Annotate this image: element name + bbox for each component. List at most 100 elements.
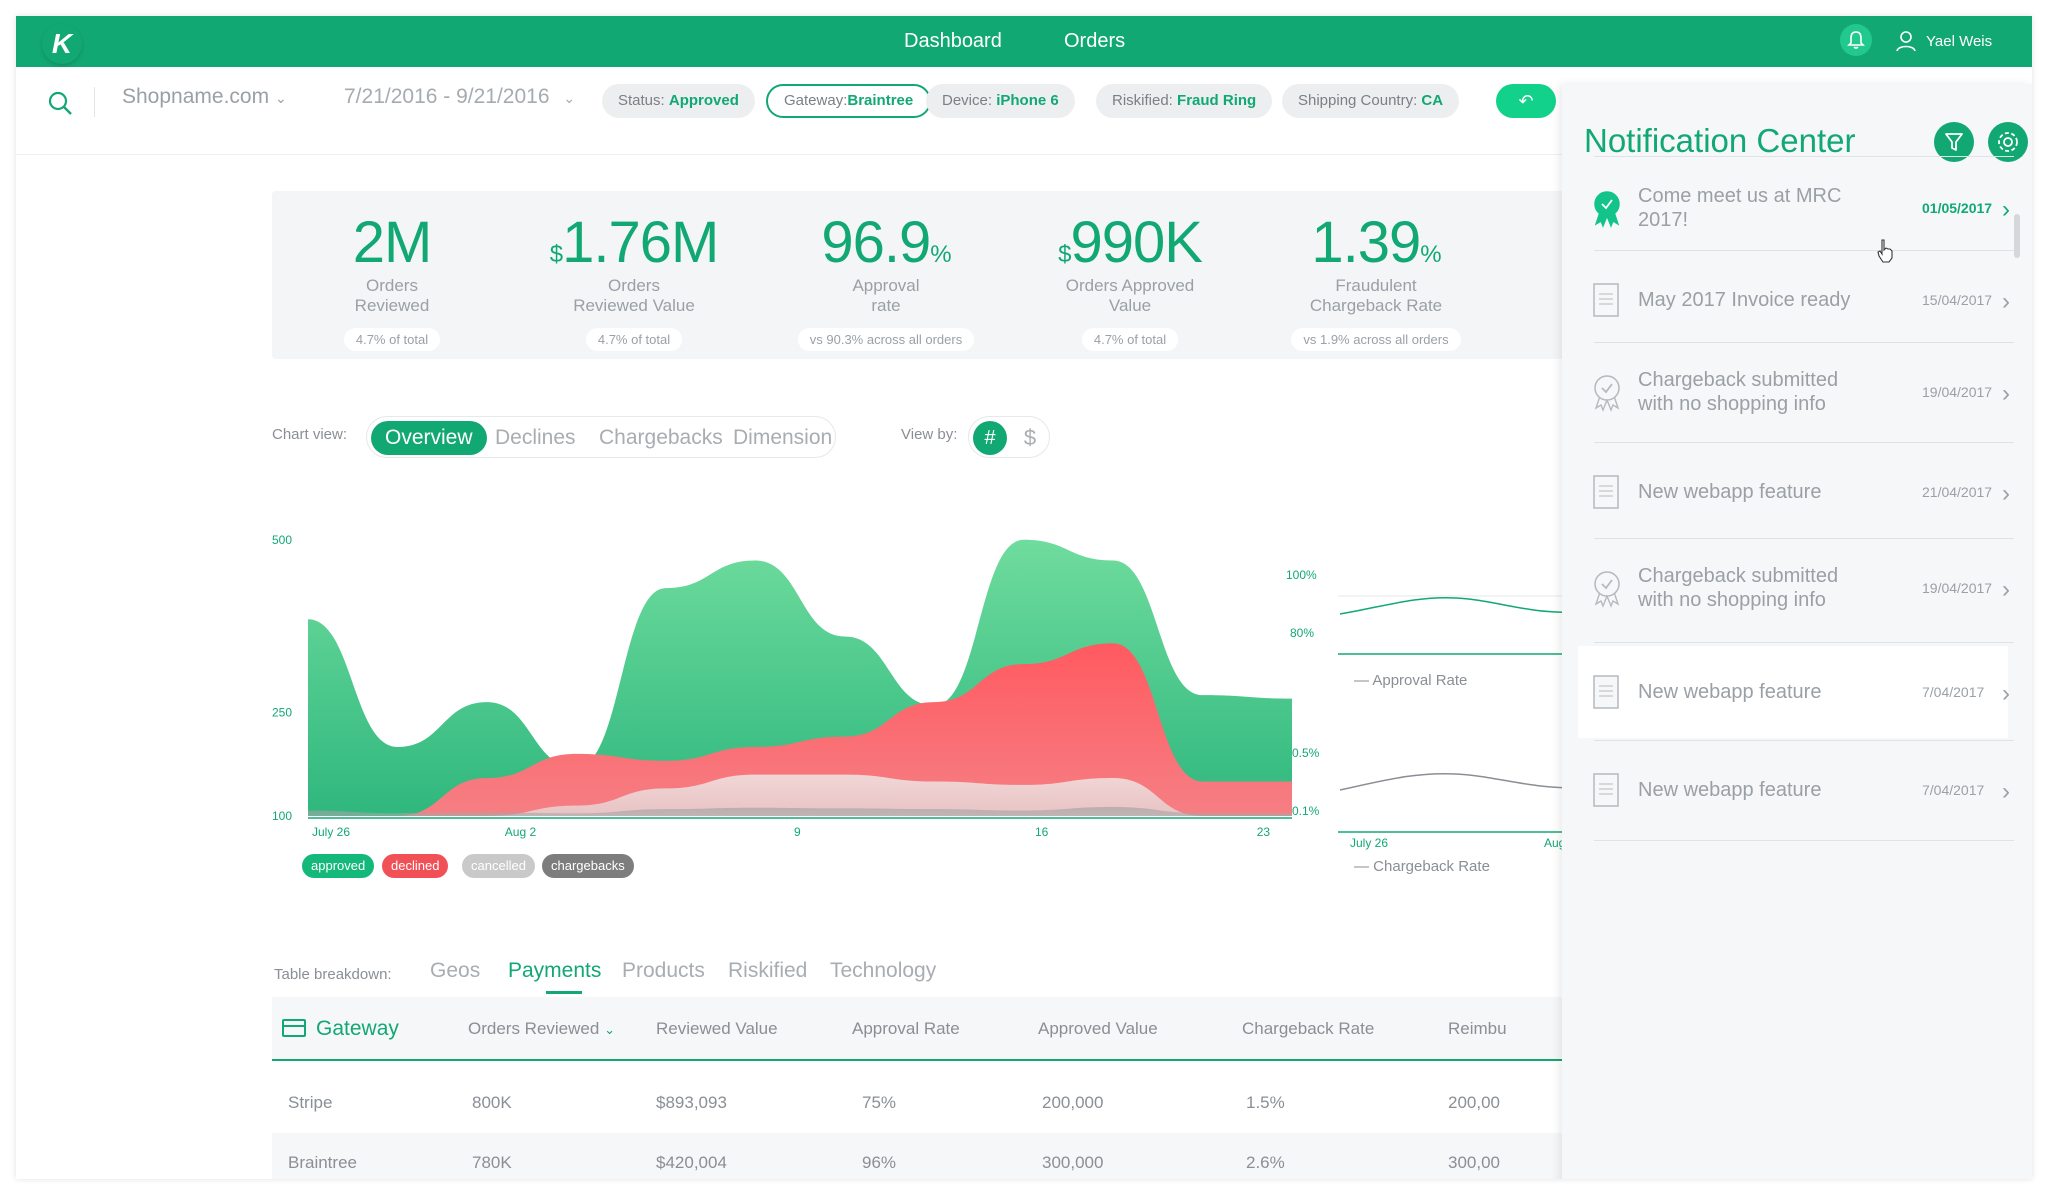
approval-rate-plot [1338,595,1576,655]
tab-payments[interactable]: Payments [508,959,602,982]
search-icon[interactable] [46,89,74,117]
filter-bar: Shopname.com ⌄ 7/21/2016 - 9/21/2016 ⌄ S… [16,67,2032,155]
tab-technology[interactable]: Technology [830,959,937,982]
card-icon [282,1019,306,1037]
chart-view-overview[interactable]: Overview [371,421,487,455]
table-row[interactable]: Stripe 800K $893,093 75% 200,000 1.5% 20… [272,1073,1572,1133]
chart-view-dimension[interactable]: Dimension [733,426,833,449]
legend-chargebacks[interactable]: chargebacks [542,854,634,878]
filter-chip-status[interactable]: Status: Approved [602,84,755,118]
x-tick: 23 [1257,825,1271,839]
tab-products[interactable]: Products [622,959,705,982]
user-name[interactable]: Yael Weis [1926,33,1993,50]
tab-geos[interactable]: Geos [430,959,481,982]
x-tick: 16 [1035,825,1049,839]
notification-item[interactable]: New webapp feature 21/04/2017 › [1562,446,2032,538]
nav-orders[interactable]: Orders [1064,30,1126,52]
filter-chip-shipping-country[interactable]: Shipping Country: CA [1282,84,1460,118]
chart-view-chargebacks[interactable]: Chargebacks [599,426,723,449]
logo[interactable]: K [42,24,82,64]
document-icon [1592,674,1622,710]
table-cell: 96% [862,1153,897,1172]
chevron-right-icon[interactable]: › [2002,480,2010,507]
chip-value: Fraud Ring [1177,92,1257,109]
document-icon [1592,282,1622,318]
date-range: 7/21/2016 - 9/21/2016 [344,85,550,108]
legend-approved[interactable]: approved [302,854,375,878]
x-tick: Aug [1544,836,1566,850]
filter-button[interactable] [1934,122,1974,162]
notification-item[interactable]: Chargeback submitted with no shopping in… [1562,346,2032,438]
scrollbar[interactable] [2014,214,2020,258]
table-cell: Stripe [288,1093,333,1112]
settings-button[interactable] [1988,122,2028,162]
notification-item[interactable]: Come meet us at MRC 2017! 01/05/2017 › [1562,162,2032,254]
kpi-summary: 2M Orders Reviewed 4.7% of total $1.76M … [272,191,1572,359]
chevron-right-icon[interactable]: › [2002,288,2010,315]
undo-icon: ↶ [1518,91,1534,111]
series-chargebacks-area[interactable] [308,807,1292,816]
chevron-down-icon: ⌄ [274,90,287,106]
x-tick: 9 [794,825,801,839]
y-tick: 250 [272,705,292,719]
y-tick: 0.1% [1292,804,1320,818]
table-breakdown-label: Table breakdown: [274,966,392,983]
notification-date: 21/04/2017 [1922,484,1993,500]
kpi-value: $1.76M [549,210,720,275]
reset-filters-button[interactable]: ↶ [1496,84,1556,118]
view-by-toggle: # $ [968,416,1050,458]
table-cell: 300,000 [1042,1153,1104,1172]
kpi-label: Orders [366,276,418,295]
series-declined-area[interactable] [308,643,1292,816]
table-header: Gateway Orders Reviewed ⌄ Reviewed Value… [272,997,1572,1061]
notification-date: 19/04/2017 [1922,384,1993,400]
bell-icon[interactable] [1840,24,1872,56]
kpi-label: Value [1108,296,1152,315]
tab-riskified[interactable]: Riskified [728,959,808,982]
kpi-card: $990K Orders Approved Value 4.7% of tota… [1020,191,1240,351]
view-by-value-button[interactable]: $ [1023,425,1037,450]
notification-item[interactable]: New webapp feature 7/04/2017 › [1562,744,2032,836]
notification-item[interactable]: Chargeback submitted with no shopping in… [1562,542,2032,634]
notification-item[interactable]: New webapp feature 7/04/2017 › [1578,646,2010,738]
notification-text: Chargeback submitted with no shopping in… [1638,369,1839,415]
column-reviewed-value[interactable]: Reviewed Value [656,1019,778,1038]
shop-selector[interactable]: Shopname.com ⌄ [122,85,287,109]
chevron-right-icon[interactable]: › [2002,380,2010,407]
table-row[interactable]: Braintree 780K $420,004 96% 300,000 2.6%… [272,1133,1572,1179]
document-icon [1592,772,1622,808]
column-approved-value[interactable]: Approved Value [1038,1019,1158,1038]
column-gateway[interactable]: Gateway [316,1017,399,1040]
notification-item[interactable]: May 2017 Invoice ready 15/04/2017 › [1562,254,2032,346]
chip-value: CA [1421,92,1444,109]
x-tick: July 26 [312,825,350,839]
chevron-right-icon[interactable]: › [2002,778,2010,805]
legend-cancelled[interactable]: cancelled [462,854,535,878]
nav-dashboard[interactable]: Dashboard [904,30,1002,52]
date-range-picker[interactable]: 7/21/2016 - 9/21/2016 ⌄ [344,85,575,109]
chip-key: Status: [618,92,665,109]
kpi-label: Reviewed [354,296,430,315]
notification-date: 19/04/2017 [1922,580,1993,596]
series-cancelled-area[interactable] [308,774,1292,816]
table-cell: 1.5% [1246,1093,1285,1112]
column-chargeback-rate[interactable]: Chargeback Rate [1242,1019,1375,1038]
filter-chip-gateway[interactable]: Gateway:Braintree [766,84,932,118]
view-by-count-button[interactable]: # [973,421,1007,455]
view-by-label: View by: [901,426,958,443]
column-orders-reviewed[interactable]: Orders Reviewed ⌄ [468,1019,615,1038]
chevron-right-icon[interactable]: › [2002,680,2010,707]
filter-chip-riskified[interactable]: Riskified: Fraud Ring [1096,84,1273,118]
filter-chip-device[interactable]: Device: iPhone 6 [926,84,1075,118]
app-window: K Dashboard Orders Yael Weis Shopname.co… [16,16,2032,1179]
kpi-label: Reviewed Value [573,296,695,315]
chart-view-declines[interactable]: Declines [495,426,576,449]
user-icon[interactable] [1896,30,1916,52]
column-approval-rate[interactable]: Approval Rate [852,1019,960,1038]
chevron-right-icon[interactable]: › [2002,196,2010,223]
kpi-value: 2M [352,210,433,275]
notification-text: New webapp feature [1638,681,1822,703]
chevron-right-icon[interactable]: › [2002,576,2010,603]
column-reimbursed[interactable]: Reimbu [1448,1019,1507,1038]
legend-declined[interactable]: declined [382,854,449,878]
